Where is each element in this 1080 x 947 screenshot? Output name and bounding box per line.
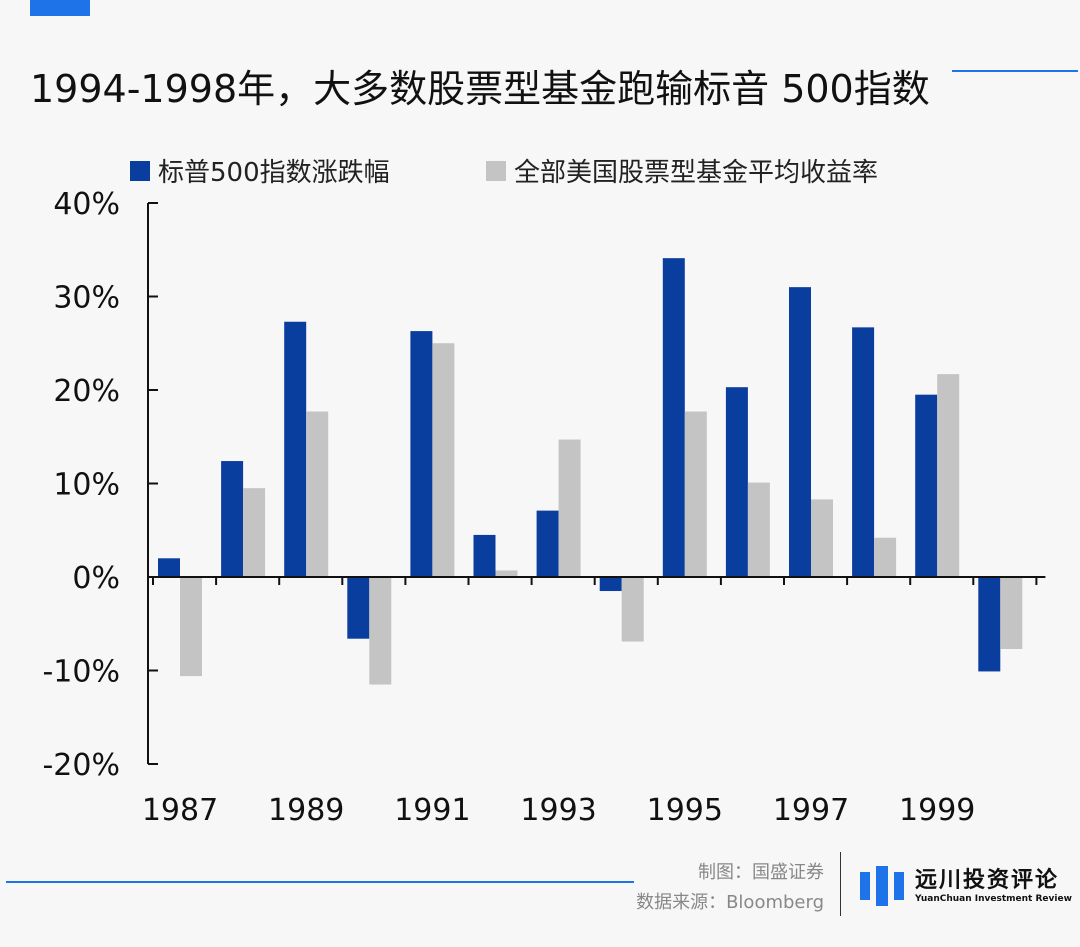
y-tick-label: -20%	[42, 748, 120, 783]
y-tick-label: 10%	[53, 468, 120, 503]
bar-sp500-1990	[347, 577, 370, 639]
x-tick-label: 1993	[520, 793, 596, 828]
y-tick-label: 20%	[53, 374, 120, 409]
bar-sp500-1997	[789, 287, 811, 577]
bar-fund-avg-1992	[495, 570, 518, 577]
footer-rule	[6, 881, 634, 883]
bar-sp500-2000	[978, 577, 1001, 672]
bar-fund-avg-1989	[306, 411, 329, 577]
brand-mark-icon	[860, 866, 904, 906]
y-tick-label: 30%	[53, 281, 120, 316]
bar-fund-avg-1996	[747, 482, 770, 577]
bar-sp500-1994	[599, 577, 622, 592]
bar-fund-avg-1991	[432, 343, 455, 577]
top-accent-bar	[30, 0, 90, 16]
bar-sp500-1989	[284, 321, 307, 577]
bar-fund-avg-1987	[180, 577, 202, 677]
bar-fund-avg-1997	[811, 499, 833, 577]
bar-fund-avg-1995	[684, 411, 707, 577]
brand-subtitle: YuanChuan Investment Review	[915, 894, 1072, 904]
y-tick-label: -10%	[42, 655, 120, 690]
title-rule	[952, 70, 1078, 72]
bar-sp500-1998	[852, 327, 875, 577]
bar-chart: 标普500指数涨跌幅 全部美国股票型基金平均收益率 40% 30% 20% 10% 0% -…	[42, 158, 1046, 828]
x-tick-label: 1999	[899, 793, 975, 828]
bar-sp500-1988	[221, 461, 244, 577]
chart-bars	[158, 258, 1023, 685]
bar-sp500-1995	[662, 258, 685, 577]
legend-swatch-1	[486, 161, 506, 181]
legend-label-0: 标普500指数涨跌幅	[158, 158, 390, 188]
y-tick-label: 0%	[72, 561, 120, 596]
bar-sp500-1991	[410, 331, 433, 577]
bar-fund-avg-1993	[558, 439, 581, 577]
x-axis	[148, 576, 1046, 585]
y-tick-label: 40%	[53, 187, 120, 222]
x-tick-label: 1989	[268, 793, 344, 828]
bar-fund-avg-1990	[369, 577, 392, 685]
bar-sp500-1992	[473, 534, 496, 577]
bar-fund-avg-1999	[937, 374, 960, 577]
bar-sp500-1996	[725, 387, 748, 577]
bar-sp500-1987	[158, 558, 180, 577]
x-tick-label: 1987	[142, 793, 218, 828]
bar-fund-avg-1994	[621, 577, 644, 642]
page-title: 1994-1998年，大多数股票型基金跑输标音 500指数	[30, 67, 930, 111]
chart-credit: 制图：国盛证券	[698, 862, 824, 883]
bar-fund-avg-2000	[1000, 577, 1023, 649]
y-axis: 40% 30% 20% 10% 0% -10% -20%	[42, 187, 158, 783]
brand-name: 远川投资评论	[915, 868, 1060, 893]
legend-swatch-0	[130, 161, 150, 181]
x-tick-label: 1991	[394, 793, 470, 828]
bar-sp500-1999	[915, 394, 938, 577]
bar-sp500-1993	[536, 510, 559, 577]
footer-divider	[840, 852, 841, 916]
bar-fund-avg-1988	[243, 488, 266, 577]
chart-legend: 标普500指数涨跌幅 全部美国股票型基金平均收益率	[130, 158, 878, 188]
legend-label-1: 全部美国股票型基金平均收益率	[514, 158, 878, 188]
x-tick-label: 1997	[773, 793, 849, 828]
x-tick-labels: 1987 1989 1991 1993 1995 1997 1999	[142, 793, 976, 828]
x-tick-label: 1995	[647, 793, 723, 828]
data-source: 数据来源：Bloomberg	[636, 892, 824, 913]
bar-fund-avg-1998	[874, 537, 897, 577]
